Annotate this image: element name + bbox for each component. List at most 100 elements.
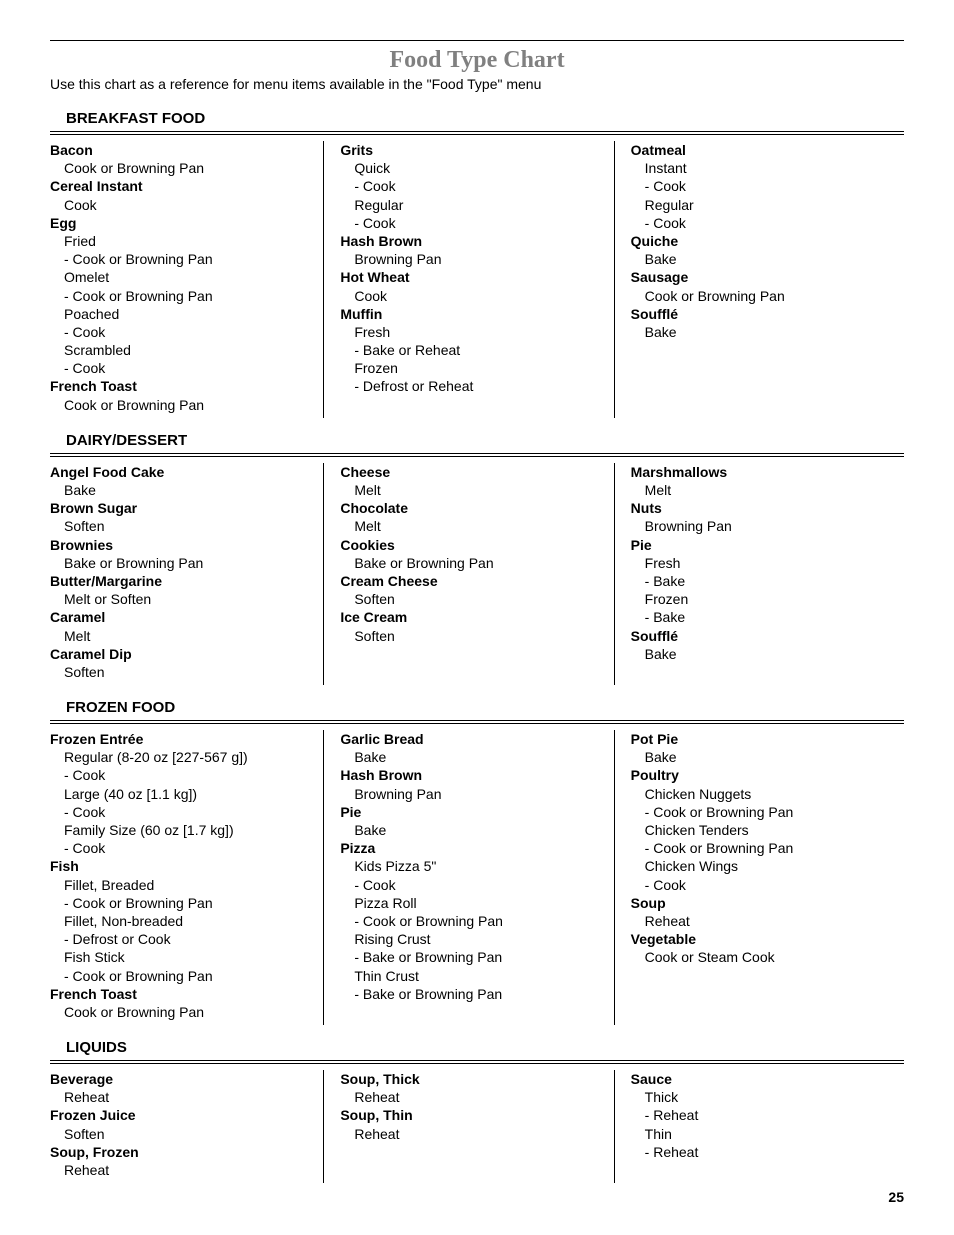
columns-row: BeverageReheatFrozen JuiceSoftenSoup, Fr… <box>50 1070 904 1183</box>
food-item-detail: Melt <box>631 481 894 499</box>
food-item-detail: Family Size (60 oz [1.7 kg]) <box>50 821 313 839</box>
food-item-detail: Thin Crust <box>340 967 603 985</box>
food-item-detail: Bake or Browning Pan <box>340 554 603 572</box>
page-number: 25 <box>888 1189 904 1205</box>
food-item-detail: Cook or Browning Pan <box>631 287 894 305</box>
food-item-detail: Cook or Steam Cook <box>631 948 894 966</box>
food-item-detail: Rising Crust <box>340 930 603 948</box>
columns-row: BaconCook or Browning PanCereal InstantC… <box>50 141 904 418</box>
food-item-detail: Cook or Browning Pan <box>50 159 313 177</box>
food-item-detail: Pizza Roll <box>340 894 603 912</box>
food-item-name: French Toast <box>50 377 313 395</box>
food-item-detail: Scrambled <box>50 341 313 359</box>
food-item-name: Nuts <box>631 499 894 517</box>
food-item-name: Brownies <box>50 536 313 554</box>
food-item-name: Cookies <box>340 536 603 554</box>
food-item-detail: Thick <box>631 1088 894 1106</box>
food-item-name: Cheese <box>340 463 603 481</box>
food-item-name: Grits <box>340 141 603 159</box>
food-item-name: Beverage <box>50 1070 313 1088</box>
food-item-detail: Fresh <box>631 554 894 572</box>
food-item-name: Sausage <box>631 268 894 286</box>
food-item-detail: Fillet, Non-breaded <box>50 912 313 930</box>
food-item-detail: - Cook or Browning Pan <box>340 912 603 930</box>
food-item-detail: Thin <box>631 1125 894 1143</box>
food-item-detail: Soften <box>340 590 603 608</box>
food-item-detail: Browning Pan <box>340 785 603 803</box>
food-item-name: Hash Brown <box>340 766 603 784</box>
food-item-detail: - Cook or Browning Pan <box>631 803 894 821</box>
column: BaconCook or Browning PanCereal InstantC… <box>50 141 323 418</box>
food-item-detail: - Cook <box>50 803 313 821</box>
food-item-detail: Kids Pizza 5" <box>340 857 603 875</box>
food-item-detail: Cook <box>340 287 603 305</box>
food-item-detail: - Cook or Browning Pan <box>50 967 313 985</box>
food-item-detail: Chicken Tenders <box>631 821 894 839</box>
food-item-detail: - Cook <box>50 839 313 857</box>
food-item-detail: - Reheat <box>631 1143 894 1161</box>
food-item-detail: Bake <box>340 821 603 839</box>
section-header: LIQUIDS <box>50 1035 904 1061</box>
food-item-detail: Bake or Browning Pan <box>50 554 313 572</box>
food-item-name: Angel Food Cake <box>50 463 313 481</box>
food-item-name: Egg <box>50 214 313 232</box>
food-item-detail: Melt <box>340 517 603 535</box>
food-item-detail: - Cook <box>50 323 313 341</box>
food-item-name: Caramel Dip <box>50 645 313 663</box>
column: CheeseMeltChocolateMeltCookiesBake or Br… <box>323 463 613 685</box>
food-item-detail: - Cook <box>631 214 894 232</box>
food-item-detail: Bake <box>631 748 894 766</box>
food-item-detail: Soften <box>50 517 313 535</box>
section-rule <box>50 134 904 135</box>
food-item-name: Cream Cheese <box>340 572 603 590</box>
food-item-name: Soufflé <box>631 305 894 323</box>
food-item-name: Soup, Thin <box>340 1106 603 1124</box>
page-title: Food Type Chart <box>50 47 904 74</box>
food-item-detail: Bake <box>631 323 894 341</box>
food-item-name: Cereal Instant <box>50 177 313 195</box>
food-item-name: Sauce <box>631 1070 894 1088</box>
column: Garlic BreadBakeHash BrownBrowning PanPi… <box>323 730 613 1025</box>
food-item-detail: Chicken Wings <box>631 857 894 875</box>
food-item-name: Brown Sugar <box>50 499 313 517</box>
food-item-detail: Instant <box>631 159 894 177</box>
food-item-name: Ice Cream <box>340 608 603 626</box>
food-item-name: French Toast <box>50 985 313 1003</box>
food-item-detail: Cook <box>50 196 313 214</box>
food-item-name: Vegetable <box>631 930 894 948</box>
food-item-detail: - Cook <box>50 359 313 377</box>
food-item-detail: Bake <box>340 748 603 766</box>
food-item-name: Marshmallows <box>631 463 894 481</box>
food-item-detail: - Defrost or Cook <box>50 930 313 948</box>
section-rule <box>50 456 904 457</box>
column: BeverageReheatFrozen JuiceSoftenSoup, Fr… <box>50 1070 323 1183</box>
food-item-detail: Omelet <box>50 268 313 286</box>
food-item-name: Soup, Thick <box>340 1070 603 1088</box>
food-item-detail: Bake <box>631 250 894 268</box>
food-item-detail: Bake <box>50 481 313 499</box>
food-item-detail: Frozen <box>631 590 894 608</box>
food-item-detail: Melt <box>50 627 313 645</box>
food-item-detail: Fish Stick <box>50 948 313 966</box>
column: SauceThick- ReheatThin- Reheat <box>614 1070 904 1183</box>
food-item-detail: Reheat <box>631 912 894 930</box>
food-item-detail: Soften <box>50 1125 313 1143</box>
food-item-detail: - Bake <box>631 608 894 626</box>
food-item-detail: Large (40 oz [1.1 kg]) <box>50 785 313 803</box>
food-item-detail: Browning Pan <box>631 517 894 535</box>
food-item-name: Soup, Frozen <box>50 1143 313 1161</box>
food-item-detail: Regular (8-20 oz [227-567 g]) <box>50 748 313 766</box>
section: LIQUIDS BeverageReheatFrozen JuiceSoftenS… <box>50 1035 904 1183</box>
food-item-detail: - Cook or Browning Pan <box>50 287 313 305</box>
food-item-detail: Poached <box>50 305 313 323</box>
food-item-detail: Reheat <box>340 1125 603 1143</box>
food-item-name: Hash Brown <box>340 232 603 250</box>
food-item-detail: Frozen <box>340 359 603 377</box>
columns-row: Angel Food CakeBakeBrown SugarSoftenBrow… <box>50 463 904 685</box>
food-item-detail: - Bake <box>631 572 894 590</box>
column: MarshmallowsMeltNutsBrowning PanPieFresh… <box>614 463 904 685</box>
food-item-detail: - Cook <box>631 177 894 195</box>
top-rule <box>50 40 904 41</box>
food-item-name: Butter/Margarine <box>50 572 313 590</box>
food-item-detail: Melt or Soften <box>50 590 313 608</box>
